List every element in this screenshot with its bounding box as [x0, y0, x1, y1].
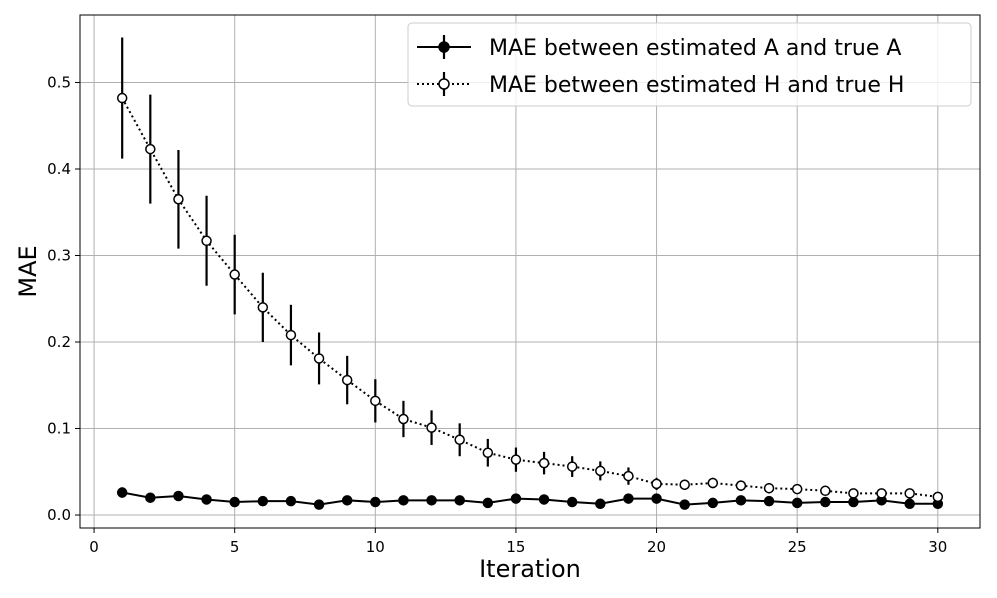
data-point: [116, 92, 128, 104]
data-point: [145, 143, 156, 155]
data-point: [679, 499, 690, 510]
data-point: [904, 488, 915, 499]
data-point: [876, 488, 887, 499]
data-point: [285, 495, 297, 507]
data-point: [313, 353, 325, 364]
y-tick-label: 0.2: [47, 333, 71, 351]
data-point: [370, 395, 381, 407]
y-axis-label: MAE: [14, 245, 42, 297]
data-point: [538, 457, 550, 469]
y-tick-label: 0.3: [47, 246, 71, 264]
data-point: [820, 496, 831, 508]
data-point: [173, 194, 184, 205]
y-tick-label: 0.1: [47, 420, 71, 438]
tick-layer: 0 5 10 15 20 25 30 0.0 0.1 0.2 0.3 0.4 0.5: [47, 73, 947, 556]
data-point: [707, 497, 719, 509]
data-point: [229, 496, 240, 508]
data-point: [173, 490, 184, 502]
legend-label-series-a: MAE between estimated A and true A: [489, 36, 901, 61]
legend-box: [407, 22, 972, 107]
data-point: [341, 374, 353, 386]
data-point: [370, 496, 381, 508]
data-point: [285, 329, 297, 341]
series-a: [116, 487, 944, 510]
x-tick-label: 25: [788, 538, 807, 556]
data-point: [313, 499, 325, 510]
data-point: [651, 493, 662, 504]
data-point: [820, 485, 831, 497]
data-point: [398, 413, 409, 425]
data-point: [398, 495, 409, 506]
data-point: [904, 498, 915, 510]
data-point: [482, 447, 494, 458]
x-tick-label: 30: [928, 538, 947, 556]
legend-label-series-h: MAE between estimated H and true H: [489, 73, 904, 98]
data-point: [341, 495, 353, 506]
data-point: [763, 482, 775, 494]
data-point: [763, 495, 775, 507]
data-point: [257, 302, 269, 313]
data-point: [566, 496, 578, 508]
x-tick-label: 20: [647, 538, 666, 556]
plot-frame: [79, 14, 981, 529]
y-tick-label: 0.0: [47, 506, 71, 524]
data-point: [229, 269, 240, 280]
data-point: [679, 479, 690, 490]
legend: MAE between estimated A and true A MAE b…: [407, 22, 972, 107]
data-point: [426, 495, 437, 506]
data-point: [426, 422, 437, 433]
legend-marker-series-a: [438, 41, 450, 53]
data-point: [454, 434, 465, 446]
data-point: [735, 495, 747, 506]
data-point: [201, 494, 212, 505]
data-point: [791, 497, 803, 509]
data-point: [510, 493, 522, 504]
data-point: [538, 494, 550, 505]
data-point: [510, 454, 522, 465]
data-point: [454, 495, 465, 506]
series-layer: [116, 37, 944, 510]
legend-marker-series-h: [438, 78, 450, 90]
data-point: [116, 487, 128, 498]
y-tick-label: 0.4: [47, 160, 71, 178]
data-point: [848, 496, 859, 508]
series-h: [116, 37, 944, 503]
x-tick-label: 0: [89, 538, 99, 556]
data-point: [595, 498, 606, 510]
data-point: [735, 480, 747, 491]
data-point: [932, 491, 944, 503]
data-point: [145, 492, 156, 503]
data-point: [651, 478, 662, 490]
data-point: [482, 497, 494, 509]
data-point: [566, 461, 578, 472]
data-point: [623, 493, 634, 504]
x-axis-label: Iteration: [479, 555, 581, 583]
x-tick-label: 15: [506, 538, 525, 556]
y-tick-label: 0.5: [47, 73, 71, 91]
x-tick-label: 10: [366, 538, 385, 556]
data-point: [848, 488, 859, 499]
x-tick-label: 5: [230, 538, 240, 556]
data-point: [791, 483, 803, 495]
data-point: [707, 477, 719, 489]
data-point: [201, 235, 212, 247]
data-point: [623, 470, 634, 482]
data-point: [595, 465, 606, 477]
data-point: [257, 495, 269, 507]
